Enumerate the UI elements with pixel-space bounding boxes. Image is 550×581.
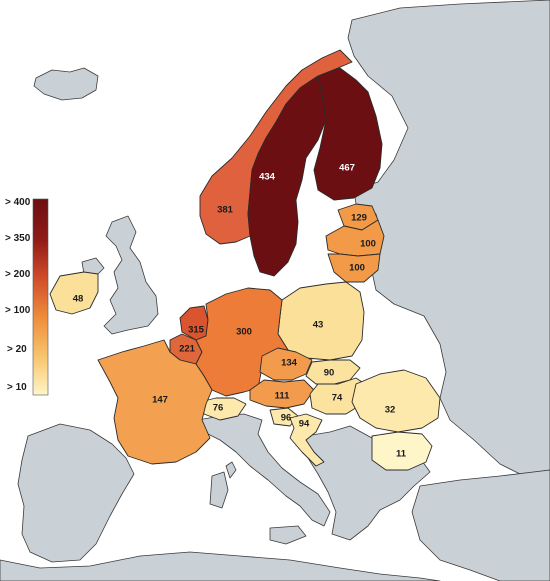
value-label-germany: 300	[236, 327, 252, 338]
value-label-slovenia: 96	[281, 413, 292, 424]
country-latvia	[325, 219, 385, 257]
value-label-belgium: 221	[179, 344, 196, 355]
country-romania	[351, 369, 441, 433]
land-iberia	[17, 423, 135, 563]
legend-label: > 10	[7, 382, 27, 393]
land-iceland	[33, 67, 99, 101]
value-label-czechia: 134	[281, 358, 298, 369]
value-label-hungary: 74	[332, 393, 343, 404]
land-turkey	[411, 469, 550, 581]
legend-label: > 400	[5, 197, 31, 208]
value-label-france: 147	[152, 395, 168, 406]
country-bulgaria	[371, 431, 433, 471]
land-corsica	[225, 461, 237, 479]
land-great-britain	[103, 215, 159, 335]
value-label-netherlands: 315	[188, 325, 205, 336]
value-label-romania: 32	[385, 405, 396, 416]
value-label-estonia: 129	[351, 213, 367, 224]
value-label-slovakia: 90	[324, 368, 335, 379]
country-croatia	[289, 413, 325, 467]
land-italy	[197, 413, 331, 527]
legend-label: > 200	[5, 269, 31, 280]
value-label-croatia: 94	[299, 419, 310, 430]
country-ireland	[49, 271, 99, 315]
land-sardinia	[209, 471, 229, 509]
value-label-bulgaria: 11	[396, 449, 407, 460]
country-austria	[249, 379, 315, 409]
value-label-austria: 111	[275, 391, 291, 402]
value-label-finland: 467	[339, 163, 355, 174]
value-label-poland: 43	[313, 320, 324, 331]
country-lithuania	[327, 253, 381, 283]
country-sweden	[247, 75, 327, 277]
country-france	[97, 339, 213, 465]
country-switzerland	[199, 397, 247, 421]
value-label-lithuania: 100	[349, 263, 365, 274]
value-label-norway: 381	[217, 205, 234, 216]
country-czechia	[259, 347, 313, 381]
country-finland	[313, 67, 383, 201]
value-label-ireland: 48	[73, 294, 84, 305]
land-sicily	[269, 525, 307, 545]
legend-label: > 100	[5, 305, 31, 316]
value-label-switzerland: 76	[213, 403, 224, 414]
value-labels: 467 434 381 129 100 100 48 43 315 300 22…	[73, 163, 407, 460]
legend: > 400 > 350 > 200 > 100 > 20 > 10	[5, 197, 49, 396]
value-label-latvia: 100	[360, 239, 376, 250]
legend-label: > 350	[5, 233, 31, 244]
value-label-sweden: 434	[259, 172, 276, 183]
legend-color-bar	[32, 198, 49, 396]
colored-countries	[49, 49, 441, 471]
legend-label: > 20	[7, 344, 27, 355]
land-north-africa	[0, 551, 441, 581]
